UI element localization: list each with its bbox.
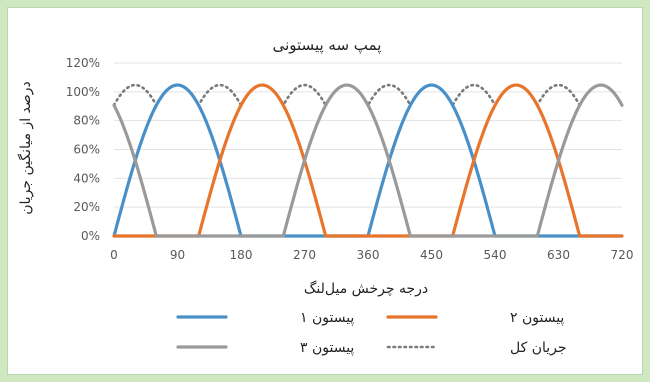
y-tick-label: 60% bbox=[73, 143, 100, 157]
x-tick-label: 0 bbox=[110, 248, 118, 262]
x-tick-label: 630 bbox=[547, 248, 570, 262]
chart-title: پمپ سه پیستونی bbox=[273, 36, 382, 55]
legend-label: جریان کل bbox=[510, 340, 567, 356]
series-lines bbox=[112, 83, 624, 238]
x-tick-label: 720 bbox=[611, 248, 634, 262]
tick-labels: 0% 20% 40% 60% 80% 100% 120% 0 90 180 270 360 450 540… bbox=[66, 56, 634, 262]
x-tick-label: 180 bbox=[230, 248, 253, 262]
legend-label: پیستون ۱ bbox=[300, 310, 354, 326]
y-tick-label: 120% bbox=[66, 56, 100, 70]
chart-frame bbox=[7, 7, 643, 375]
x-tick-label: 450 bbox=[420, 248, 443, 262]
x-axis-label: درجه چرخش میل‌لنگ bbox=[304, 280, 428, 297]
y-tick-label: 20% bbox=[73, 200, 100, 214]
legend: پیستون ۱ پیستون ۲ پیستون ۳ جریان کل bbox=[176, 310, 567, 356]
y-tick-label: 80% bbox=[73, 114, 100, 128]
legend-label: پیستون ۲ bbox=[510, 310, 564, 326]
x-tick-label: 540 bbox=[484, 248, 507, 262]
y-tick-label: 100% bbox=[66, 85, 100, 99]
y-tick-label: 40% bbox=[73, 171, 100, 185]
series-line-3 bbox=[112, 83, 624, 238]
y-axis-label: درصد از میانگین جریان bbox=[17, 81, 34, 215]
x-tick-label: 360 bbox=[357, 248, 380, 262]
x-tick-label: 270 bbox=[293, 248, 316, 262]
legend-label: پیستون ۳ bbox=[300, 340, 354, 356]
x-tick-label: 90 bbox=[170, 248, 185, 262]
y-tick-label: 0% bbox=[81, 229, 100, 243]
